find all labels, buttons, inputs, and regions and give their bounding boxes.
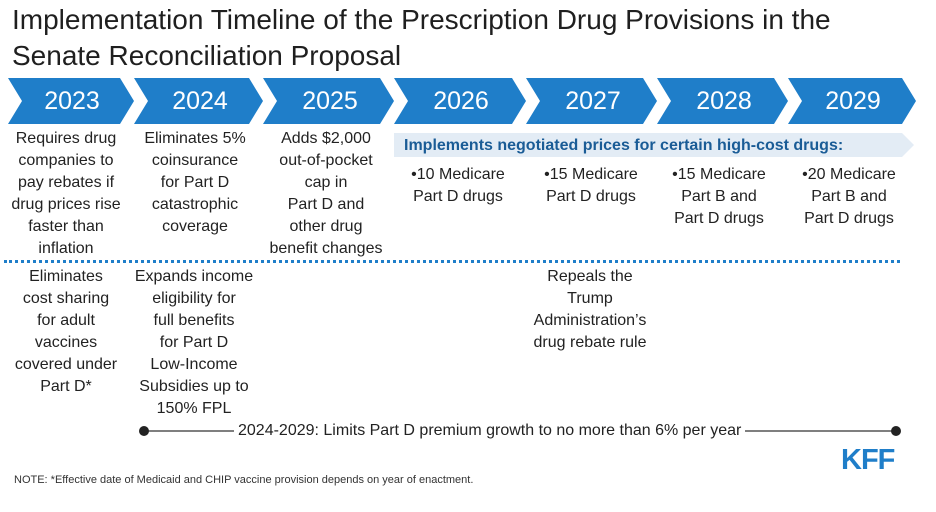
premium-growth-limit: 2024-2029: Limits Part D premium growth … xyxy=(234,420,746,442)
footnote: NOTE: *Effective date of Medicaid and CH… xyxy=(14,474,474,486)
chevron-2027 xyxy=(526,78,657,124)
timeline-start-dot xyxy=(139,426,149,436)
chevron-2026 xyxy=(394,78,526,124)
year-2024: 2024 xyxy=(172,87,228,115)
year-2023: 2023 xyxy=(44,87,100,115)
provision-2027-rebate-rule: Repeals the Trump Administration’s drug re… xyxy=(533,268,647,351)
negotiated-prices-heading: Implements negotiated prices for certain… xyxy=(404,137,844,154)
row-divider xyxy=(4,260,900,263)
year-2026: 2026 xyxy=(433,87,489,115)
chevron-2025 xyxy=(263,78,394,124)
negotiated-2029: •20 Medicare Part B and Part D drugs xyxy=(802,166,896,227)
chevron-2029 xyxy=(788,78,916,124)
negotiated-2028: •15 Medicare Part B and Part D drugs xyxy=(672,166,766,227)
provision-2025-oop-cap: Adds $2,000 out-of-pocket cap in Part D an… xyxy=(269,130,383,257)
kff-logo: KFF xyxy=(841,444,895,476)
year-2028: 2028 xyxy=(696,87,752,115)
negotiated-prices-banner xyxy=(394,133,914,157)
chevron-2023 xyxy=(8,78,134,124)
year-2029: 2029 xyxy=(825,87,881,115)
year-2027: 2027 xyxy=(565,87,621,115)
year-chevrons xyxy=(8,78,916,124)
chevron-2024 xyxy=(134,78,263,124)
negotiated-2026: •10 Medicare Part D drugs xyxy=(411,166,505,205)
provision-2024-lis: Expands income eligibility for full benefi… xyxy=(134,268,254,417)
timeline-end-dot xyxy=(891,426,901,436)
page-title: Implementation Timeline of the Prescript… xyxy=(12,4,831,71)
negotiated-2027: •15 Medicare Part D drugs xyxy=(544,166,638,205)
provision-2024-coinsurance: Eliminates 5% coinsurance for Part D catas… xyxy=(144,130,246,235)
provision-2023-rebates: Requires drug companies to pay rebates if … xyxy=(11,130,121,257)
chevron-2028 xyxy=(657,78,788,124)
year-2025: 2025 xyxy=(302,87,358,115)
provision-2023-vaccines: Eliminates cost sharing for adult vaccines… xyxy=(14,268,118,395)
